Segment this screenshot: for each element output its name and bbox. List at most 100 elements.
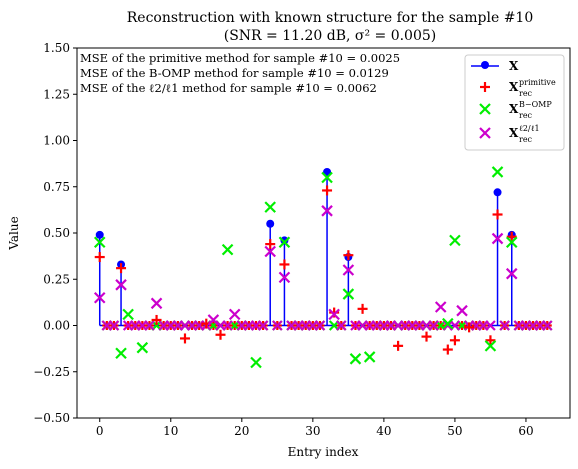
legend-sup-1: primitive xyxy=(519,78,556,87)
legend-marker-2 xyxy=(479,103,491,115)
legend-sup-2: B−OMP xyxy=(519,100,552,109)
series-1-point-1 xyxy=(116,263,127,274)
series-3-zero-47 xyxy=(428,320,439,331)
series-3-point-10-b xyxy=(434,301,447,313)
series-3-point-7 xyxy=(321,205,333,217)
legend-marker-0 xyxy=(481,61,489,69)
legend-marker-3-b xyxy=(479,127,491,139)
series-3-zero-25 xyxy=(272,320,283,331)
y-tick-label-2: 0.00 xyxy=(43,319,70,333)
series-1-point-9 xyxy=(329,307,340,318)
legend-sub-3: rec xyxy=(519,135,533,144)
series-3-point-2-b xyxy=(150,297,163,310)
legend-sup-3: ℓ2/ℓ1 xyxy=(519,124,540,133)
series-2-point-5 xyxy=(250,356,262,369)
series-3-point-1 xyxy=(115,279,127,291)
y-tick-label-0: −0.50 xyxy=(33,411,70,425)
series-2-point-11-b xyxy=(363,351,376,363)
series-2-point-3 xyxy=(136,341,149,354)
series-3-zero-57 xyxy=(499,320,510,331)
series-3-zero-47-b xyxy=(428,320,439,331)
legend-marker-1 xyxy=(480,82,490,92)
series-3-point-5 xyxy=(264,245,276,258)
x-point-6 xyxy=(493,188,502,197)
y-axis: −0.50 −0.25 0.00 0.25 0.50 0.75 1.00 1.25 1.50 xyxy=(33,41,77,425)
series-3-point-11 xyxy=(456,304,468,317)
series-2-point-9 xyxy=(342,288,355,300)
y-tick-label-7: 1.25 xyxy=(43,87,70,101)
series-2-point-2 xyxy=(122,308,134,321)
y-tick-label-4: 0.50 xyxy=(43,226,70,240)
series-3-point-0-b xyxy=(93,291,106,304)
series-2-point-12 xyxy=(442,317,454,330)
series-3-point-13 xyxy=(505,267,518,280)
series-1-point-0 xyxy=(94,252,105,263)
series-1-point-19 xyxy=(506,231,517,242)
x-axis-label: Entry index xyxy=(288,445,359,459)
series-1-point-5 xyxy=(215,329,226,340)
series-3-point-8-b xyxy=(328,308,340,321)
series-3-point-9 xyxy=(342,264,355,276)
x-tick-label-3: 30 xyxy=(305,424,320,438)
series-3-zero-63 xyxy=(541,320,553,331)
legend-marker-2-b xyxy=(479,103,491,115)
series-3-point-7-b xyxy=(321,205,333,217)
series-1-point-10 xyxy=(343,250,354,261)
series-3-zero-55-b xyxy=(485,320,496,331)
series-1-point-8 xyxy=(322,185,333,196)
legend-box xyxy=(464,54,565,151)
series-3-zero-2-b xyxy=(108,320,120,331)
series-3-zero-31-b xyxy=(314,320,326,331)
series-2-point-11 xyxy=(363,351,376,363)
y-tick-label-6: 1.00 xyxy=(43,134,70,148)
legend-label-2: X xyxy=(509,102,519,116)
series-3-point-9-b xyxy=(342,264,355,276)
series-3-point-4-b xyxy=(228,308,241,321)
series-2-point-3-b xyxy=(136,341,149,354)
series-3-zero-7 xyxy=(144,320,155,331)
series-3-zero-7-b xyxy=(144,320,155,331)
series-1-point-17 xyxy=(485,335,496,346)
series-1-point-16 xyxy=(464,322,475,333)
series-3-zero-2 xyxy=(108,320,120,331)
series-2-point-8-b xyxy=(321,171,333,184)
series-1-point-3 xyxy=(179,333,190,344)
y-tick-label-8: 1.50 xyxy=(43,41,70,55)
series-3-zero-34 xyxy=(335,320,347,331)
legend-label-1: X xyxy=(509,80,519,94)
series-3-point-11-b xyxy=(456,304,468,317)
series-1-point-7 xyxy=(279,259,290,270)
series-2-point-8 xyxy=(321,171,333,184)
series-3-point-3 xyxy=(207,314,220,326)
series-2-point-9-b xyxy=(342,288,355,300)
x-point-2 xyxy=(266,219,275,228)
series-3-zero-34-b xyxy=(335,320,347,331)
series-3-point-12-b xyxy=(491,232,504,245)
x-axis: 0 10 20 30 40 50 60 xyxy=(96,418,534,438)
series-2-point-0-b xyxy=(93,236,106,249)
y-tick-label-5: 0.75 xyxy=(43,180,70,194)
series-1-point-12 xyxy=(393,340,404,351)
series-1-point-15 xyxy=(449,335,460,346)
series-3-point-1-b xyxy=(115,279,127,291)
series-3-zero-18-b xyxy=(222,320,233,331)
series-1-point-6 xyxy=(265,239,276,250)
series-2-point-4 xyxy=(221,243,234,256)
chart-subtitle: (SNR = 11.20 dB, σ² = 0.005) xyxy=(224,28,437,44)
series-2-point-14-b xyxy=(484,340,497,352)
series-2-point-16-b xyxy=(505,236,518,249)
series-3-zero-23-b xyxy=(257,320,269,331)
x-tick-label-5: 50 xyxy=(447,424,462,438)
y-axis-label: Value xyxy=(7,216,21,250)
x-tick-label-0: 0 xyxy=(96,424,104,438)
series-2-point-12-b xyxy=(442,317,454,330)
series-3-zero-57-b xyxy=(499,320,510,331)
series-2-point-1-b xyxy=(115,347,127,360)
series-2-point-10 xyxy=(349,353,362,365)
legend-sub-2: rec xyxy=(519,111,533,120)
series-3-zero-25-b xyxy=(272,320,283,331)
series-2-point-15-b xyxy=(491,166,504,178)
series-3-point-10 xyxy=(434,301,447,313)
series-2-point-16 xyxy=(505,236,518,249)
series-1-point-13 xyxy=(421,331,432,342)
